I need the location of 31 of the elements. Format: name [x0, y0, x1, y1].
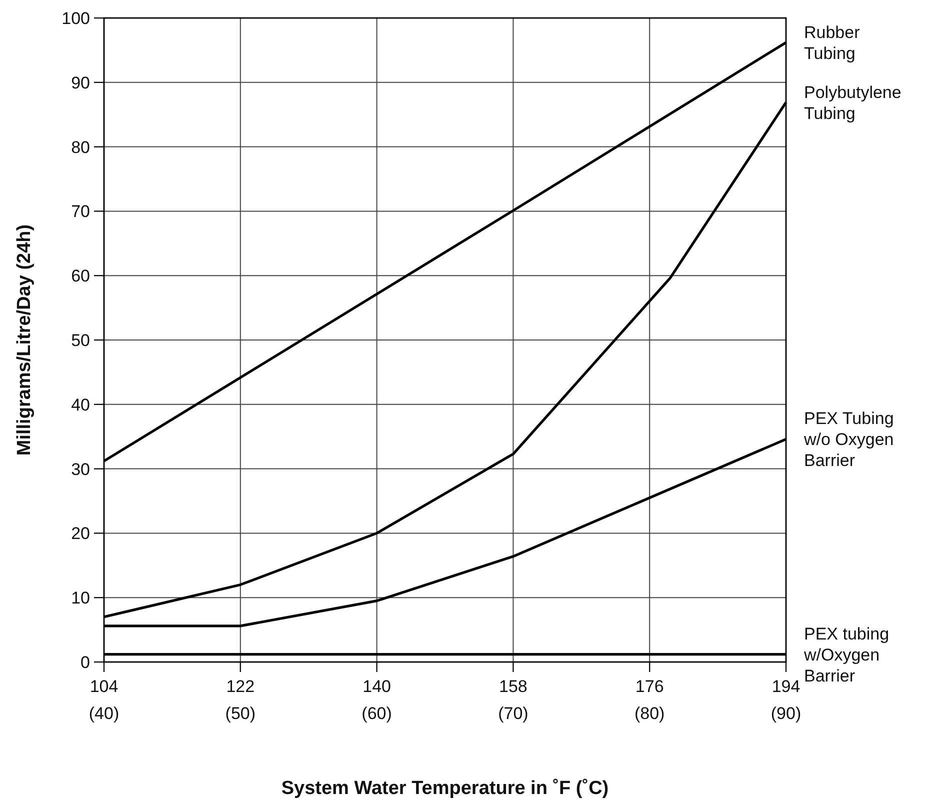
- x-tick-label: 176: [635, 677, 664, 696]
- y-tick-label: 60: [71, 266, 90, 286]
- y-tick-label: 100: [62, 8, 90, 28]
- x2-tick-label: (60): [362, 704, 392, 723]
- x-tick-label: 104: [90, 677, 118, 696]
- line-series: [102, 438, 788, 628]
- y-tick-label: 70: [71, 202, 90, 222]
- x-tick-label: 194: [772, 677, 800, 696]
- y-tick-label: 30: [71, 460, 90, 479]
- series-label: Polybutylene Tubing: [804, 82, 902, 123]
- x-tick-label: 140: [362, 677, 391, 696]
- x2-tick-label: (50): [225, 704, 256, 723]
- y-tick-label: 90: [71, 73, 90, 92]
- y-tick-label: 50: [71, 330, 90, 350]
- y-tick-label: 10: [71, 588, 90, 608]
- x2-tick-label: (40): [88, 704, 120, 723]
- series-label: Rubber Tubing: [804, 22, 860, 63]
- y-tick-label: 20: [71, 524, 90, 544]
- x-tick-label: 122: [226, 677, 255, 696]
- y-tick-label: 80: [71, 138, 90, 157]
- x-tick-label: 158: [499, 677, 528, 696]
- x2-tick-label: (80): [634, 704, 665, 723]
- y-tick-label: 40: [71, 395, 90, 414]
- line-series: [102, 101, 788, 618]
- series-label: PEX tubing w/Oxygen Barrier: [803, 624, 890, 686]
- y-tick-label: 0: [80, 652, 90, 672]
- x2-tick-label: (90): [770, 704, 802, 723]
- x-axis-title: System Water Temperature in ˚F (˚C): [281, 778, 609, 799]
- x2-tick-label: (70): [498, 704, 528, 723]
- series-label: PEX Tubing w/o Oxygen Barrier: [803, 409, 894, 470]
- y-axis-title: Milligrams/Litre/Day (24h): [14, 224, 35, 456]
